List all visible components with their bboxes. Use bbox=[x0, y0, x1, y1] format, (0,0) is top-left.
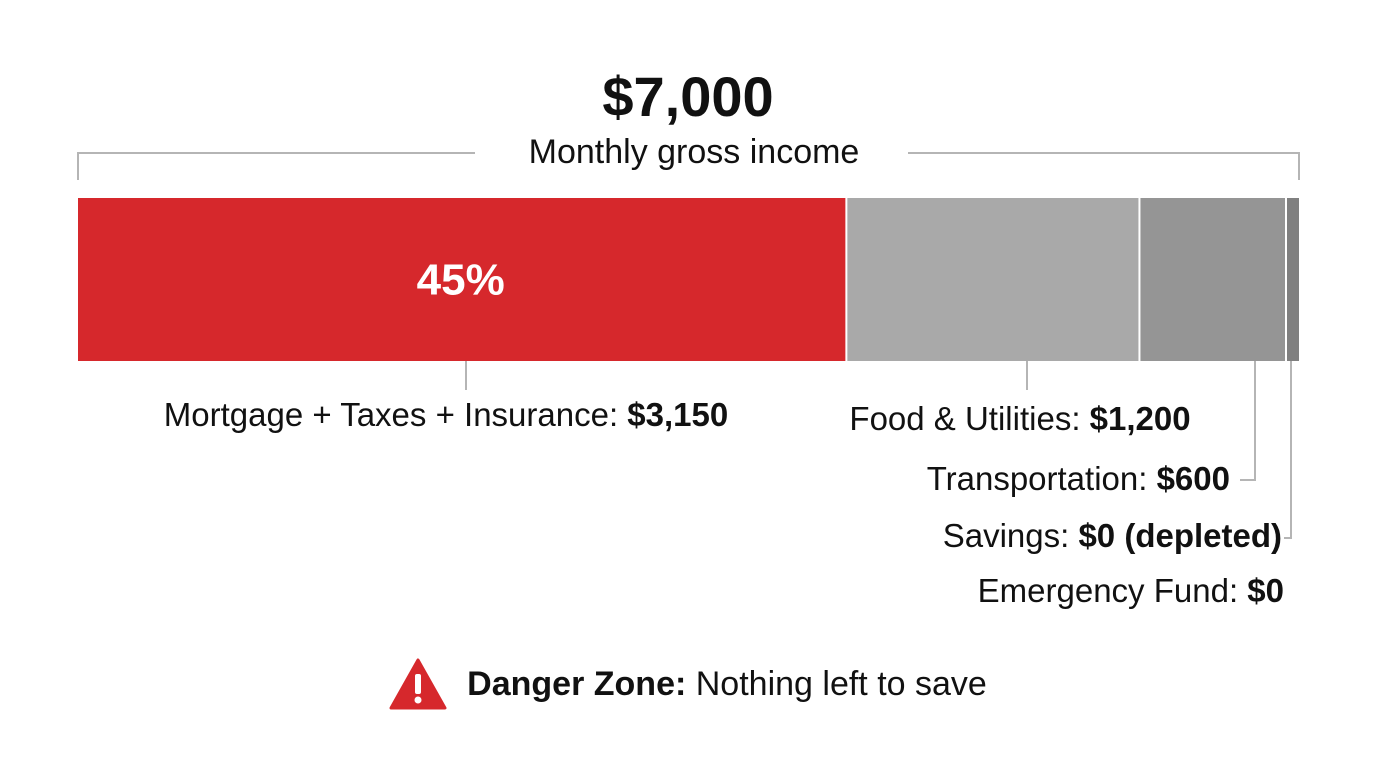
segment-label-3-name: Savings: bbox=[943, 517, 1079, 554]
leader-line-3 bbox=[1284, 361, 1292, 539]
segment-label-2-value: $600 bbox=[1157, 460, 1230, 497]
segment-label-0-name: Mortgage + Taxes + Insurance: bbox=[164, 396, 628, 433]
bar-segment-3 bbox=[1287, 198, 1299, 361]
segment-label-3: Savings: $0 (depleted) bbox=[943, 517, 1282, 554]
segment-label-1: Food & Utilities: $1,200 bbox=[849, 400, 1190, 437]
segment-label-4: Emergency Fund: $0 bbox=[978, 572, 1284, 609]
danger-zone-message: Nothing left to save bbox=[695, 664, 987, 703]
segment-label-4-name: Emergency Fund: bbox=[978, 572, 1248, 609]
segment-label-2-name: Transportation: bbox=[927, 460, 1157, 497]
income-bracket-left bbox=[77, 152, 475, 180]
segment-label-4-value: $0 bbox=[1247, 572, 1284, 609]
segment-label-0-value: $3,150 bbox=[627, 396, 728, 433]
danger-zone-label: Danger Zone: bbox=[467, 664, 687, 703]
segment-label-1-value: $1,200 bbox=[1090, 400, 1191, 437]
bar-segment-2 bbox=[1140, 198, 1285, 361]
leader-line-2 bbox=[1240, 361, 1256, 481]
income-bracket-right bbox=[908, 152, 1300, 180]
bar-segment-0 bbox=[78, 198, 846, 361]
chart-subtitle: Monthly gross income bbox=[529, 133, 860, 171]
danger-zone-banner: Danger Zone: Nothing left to save bbox=[0, 652, 1376, 716]
bar-percent-label: 45% bbox=[417, 256, 505, 305]
warning-triangle-icon bbox=[389, 658, 447, 710]
segment-label-1-name: Food & Utilities: bbox=[849, 400, 1089, 437]
segment-label-0: Mortgage + Taxes + Insurance: $3,150 bbox=[164, 396, 728, 433]
segment-label-3-value: $0 (depleted) bbox=[1078, 517, 1282, 554]
chart-title: $7,000 bbox=[602, 65, 773, 128]
bar-segment-1 bbox=[847, 198, 1139, 361]
segment-label-2: Transportation: $600 bbox=[927, 460, 1230, 497]
